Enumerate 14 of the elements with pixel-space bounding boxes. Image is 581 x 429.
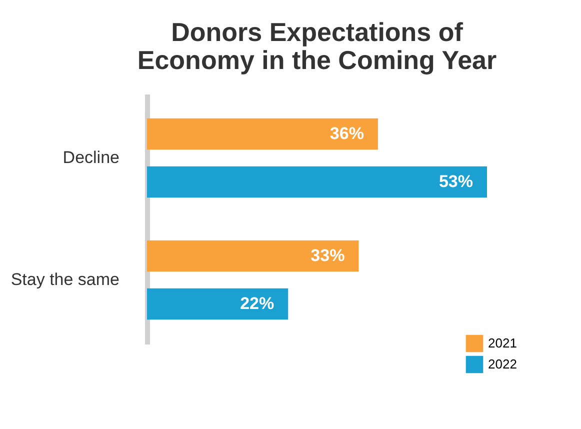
bar — [147, 288, 288, 320]
bar — [147, 166, 487, 198]
data-label: 36% — [330, 124, 364, 144]
legend-label: 2021 — [488, 336, 517, 350]
text: Donors Expectations of — [171, 17, 463, 47]
text: Economy in the Coming Year — [137, 45, 497, 75]
y-tick-label: Decline — [62, 148, 120, 168]
y-tick-label: Stay the same — [10, 270, 120, 289]
legend-label: 2022 — [488, 356, 517, 372]
data-label: 53% — [438, 172, 473, 192]
bar — [147, 118, 378, 150]
data-label: 22% — [240, 294, 274, 313]
data-label: 33% — [310, 246, 345, 265]
bar — [147, 240, 359, 272]
